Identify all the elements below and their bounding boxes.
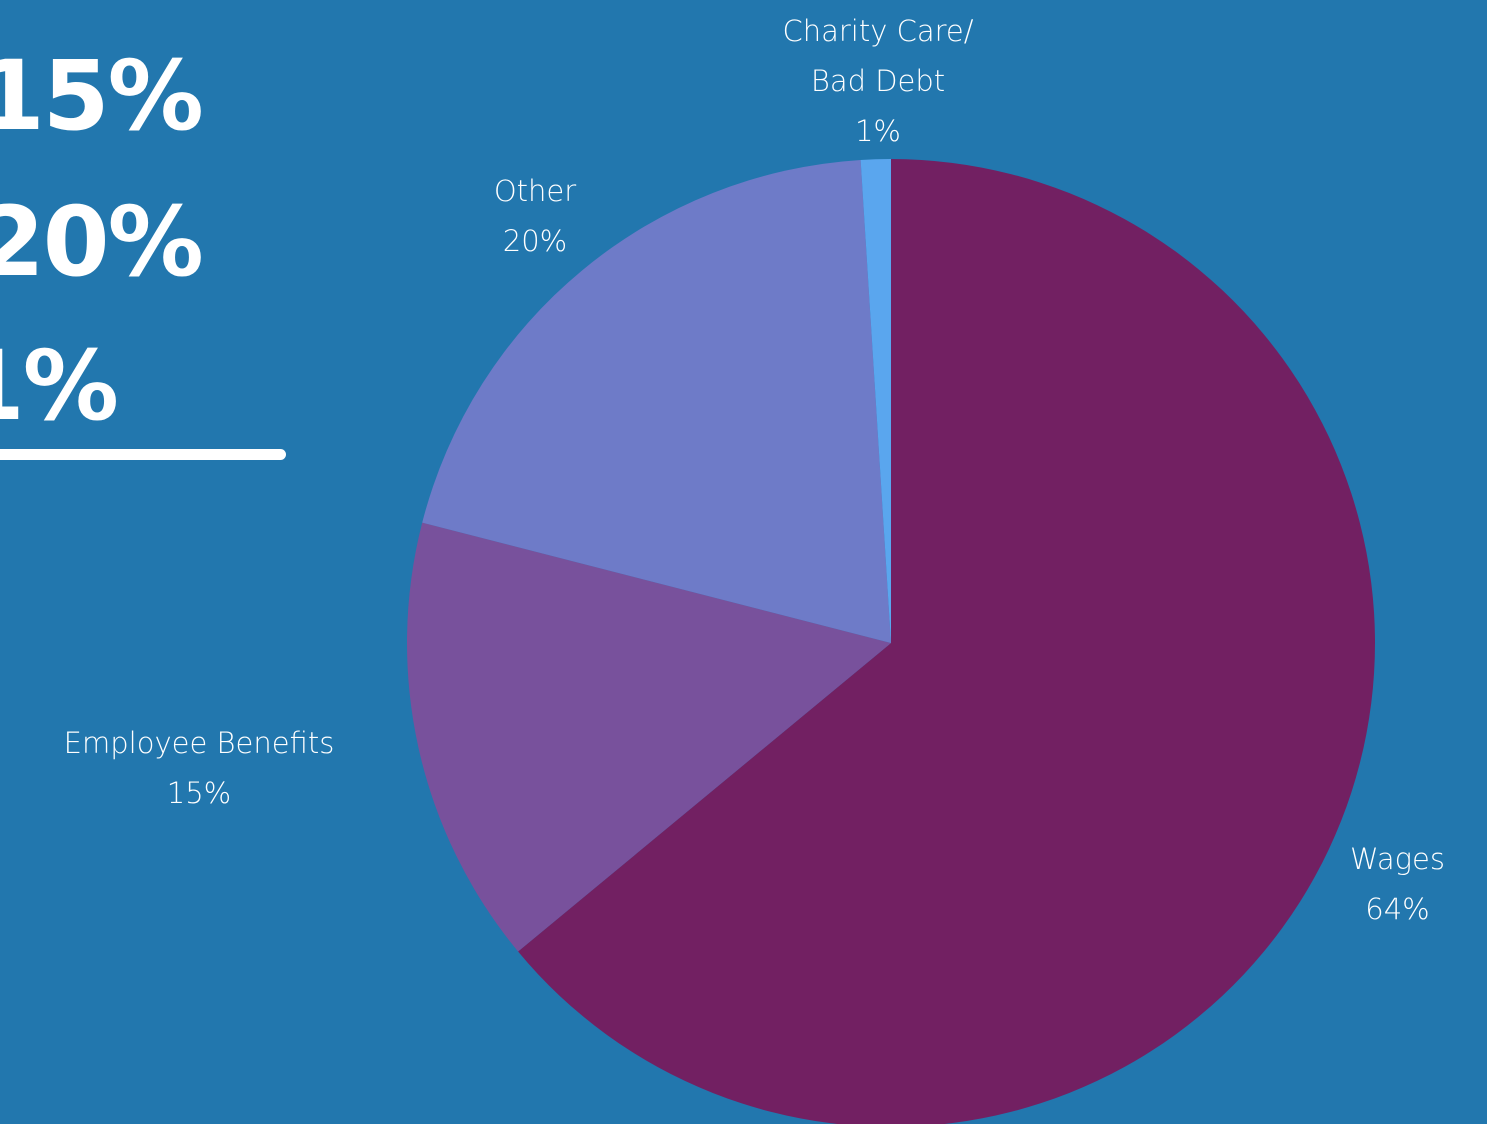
slice-name-charity-care-line1: Charity Care/	[782, 14, 974, 48]
pie-slice-wages	[518, 159, 1375, 1124]
pie-slice-charity-care	[860, 159, 891, 643]
stats-underline	[0, 449, 286, 460]
slice-label-wages: Wages 64%	[1340, 834, 1455, 934]
slice-value-employee-benefits: 15%	[166, 776, 232, 810]
stat-employee-benefits: 15%	[0, 40, 204, 152]
slice-name-employee-benefits: Employee Benefits	[63, 726, 335, 760]
stat-charity-care: 1%	[0, 330, 119, 442]
slice-label-other: Other 20%	[475, 166, 595, 266]
slice-name-charity-care-line2: Bad Debt	[810, 64, 946, 98]
slice-label-employee-benefits: Employee Benefits 15%	[44, 718, 354, 818]
slice-value-wages: 64%	[1365, 892, 1430, 926]
pie-slice-other	[422, 159, 891, 643]
pie-slice-employee-benefits	[406, 522, 891, 952]
slice-name-wages: Wages	[1350, 842, 1445, 876]
stat-other: 20%	[0, 186, 204, 298]
slice-value-charity-care: 1%	[854, 114, 901, 148]
slice-name-other: Other	[493, 174, 577, 208]
slice-label-charity-care: Charity Care/ Bad Debt 1%	[768, 6, 988, 156]
slice-value-other: 20%	[502, 224, 568, 258]
